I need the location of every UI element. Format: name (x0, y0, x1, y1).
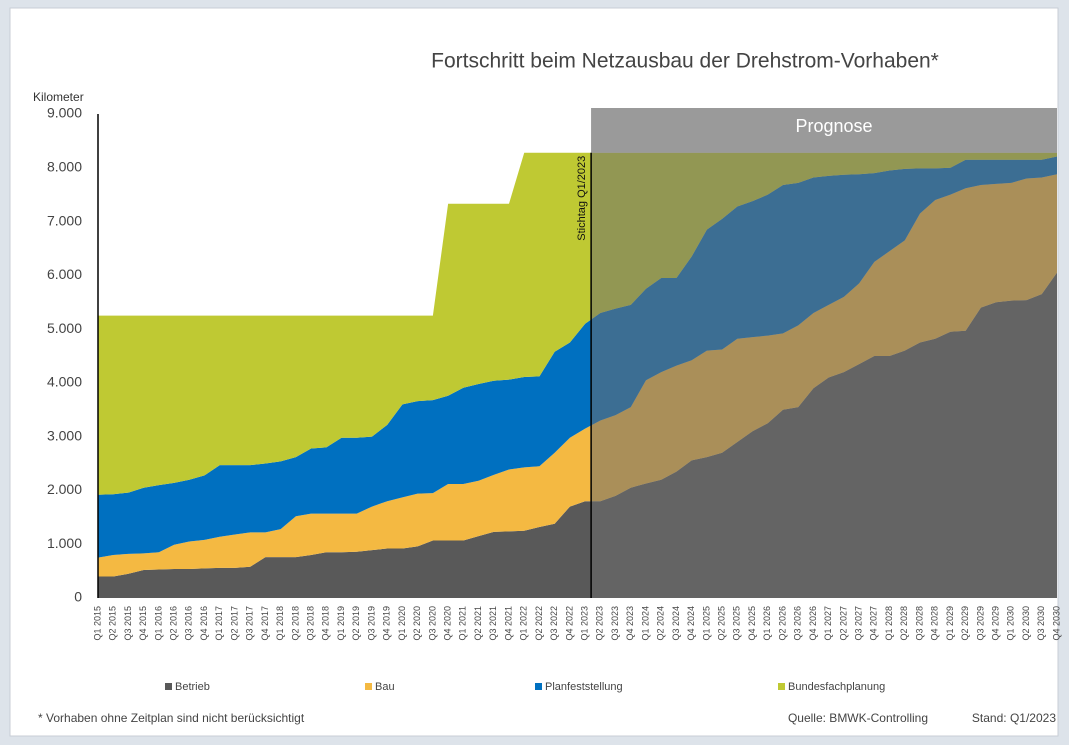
x-tick-label: Q1 2019 (336, 606, 346, 641)
x-tick-label: Q3 2024 (671, 606, 681, 641)
legend-swatch (535, 683, 542, 690)
legend-swatch (778, 683, 785, 690)
area-3 (98, 152, 1057, 495)
x-tick-label: Q1 2022 (519, 606, 529, 641)
y-tick-label: 8.000 (47, 158, 82, 174)
x-tick-label: Q4 2019 (382, 606, 392, 641)
x-tick-label: Q3 2015 (123, 606, 133, 641)
x-tick-label: Q4 2023 (625, 606, 635, 641)
x-tick-label: Q3 2019 (366, 606, 376, 641)
x-tick-label: Q4 2017 (260, 606, 270, 641)
x-tick-label: Q4 2027 (869, 606, 879, 641)
x-tick-label: Q2 2018 (290, 606, 300, 641)
x-tick-label: Q1 2023 (579, 606, 589, 641)
x-tick-label: Q2 2023 (595, 606, 605, 641)
x-tick-label: Q2 2021 (473, 606, 483, 641)
forecast-band (591, 108, 1057, 153)
x-tick-label: Q4 2024 (686, 606, 696, 641)
x-tick-label: Q4 2016 (199, 606, 209, 641)
x-tick-label: Q4 2018 (321, 606, 331, 641)
x-tick-label: Q2 2022 (534, 606, 544, 641)
x-tick-label: Q2 2026 (777, 606, 787, 641)
x-tick-label: Q3 2020 (427, 606, 437, 641)
x-tick-label: Q4 2029 (990, 606, 1000, 641)
status: Stand: Q1/2023 (972, 711, 1056, 725)
x-tick-label: Q3 2017 (245, 606, 255, 641)
x-tick-label: Q1 2025 (701, 606, 711, 641)
x-tick-label: Q1 2020 (397, 606, 407, 641)
legend-label: Bundesfachplanung (788, 681, 885, 693)
x-tick-label: Q4 2026 (808, 606, 818, 641)
x-tick-label: Q3 2027 (853, 606, 863, 641)
x-tick-label: Q3 2018 (305, 606, 315, 641)
x-tick-label: Q3 2030 (1036, 606, 1046, 641)
x-tick-label: Q2 2020 (412, 606, 422, 641)
x-tick-label: Q2 2024 (656, 606, 666, 641)
y-tick-label: 0 (74, 589, 82, 605)
legend-swatch (165, 683, 172, 690)
legend-label: Planfeststellung (545, 681, 623, 693)
legend-label: Betrieb (175, 681, 210, 693)
x-tick-label: Q4 2025 (747, 606, 757, 641)
y-axis-label: Kilometer (33, 90, 84, 104)
x-tick-label: Q3 2025 (732, 606, 742, 641)
x-tick-label: Q2 2025 (716, 606, 726, 641)
x-tick-label: Q2 2030 (1021, 606, 1031, 641)
x-tick-label: Q2 2028 (899, 606, 909, 641)
cutoff-label: Stichtag Q1/2023 (576, 156, 588, 241)
x-tick-label: Q1 2030 (1006, 606, 1016, 641)
x-tick-label: Q3 2022 (549, 606, 559, 641)
footnote: * Vorhaben ohne Zeitplan sind nicht berü… (38, 711, 305, 725)
x-tick-label: Q1 2018 (275, 606, 285, 641)
x-tick-label: Q1 2021 (458, 606, 468, 641)
y-tick-label: 1.000 (47, 535, 82, 551)
chart-title: Fortschritt beim Netzausbau der Drehstro… (431, 50, 939, 73)
x-tick-label: Q3 2021 (488, 606, 498, 641)
x-tick-label: Q1 2029 (945, 606, 955, 641)
x-tick-label: Q2 2017 (229, 606, 239, 641)
x-tick-label: Q1 2017 (214, 606, 224, 641)
x-tick-label: Q4 2022 (564, 606, 574, 641)
x-tick-label: Q4 2028 (930, 606, 940, 641)
x-tick-label: Q2 2019 (351, 606, 361, 641)
y-tick-label: 2.000 (47, 481, 82, 497)
x-tick-label: Q3 2023 (610, 606, 620, 641)
y-tick-label: 3.000 (47, 427, 82, 443)
x-tick-label: Q1 2028 (884, 606, 894, 641)
x-tick-label: Q2 2029 (960, 606, 970, 641)
y-tick-label: 5.000 (47, 320, 82, 336)
x-tick-label: Q1 2027 (823, 606, 833, 641)
x-tick-label: Q2 2016 (168, 606, 178, 641)
x-tick-label: Q1 2015 (92, 606, 102, 641)
forecast-overlay (591, 108, 1057, 598)
x-tick-label: Q1 2016 (153, 606, 163, 641)
x-tick-label: Q1 2024 (640, 606, 650, 641)
source: Quelle: BMWK-Controlling (788, 711, 928, 725)
x-tick-label: Q1 2026 (762, 606, 772, 641)
x-tick-label: Q2 2015 (108, 606, 118, 641)
x-tick-label: Q4 2021 (503, 606, 513, 641)
x-tick-label: Q2 2027 (838, 606, 848, 641)
forecast-label: Prognose (796, 116, 873, 136)
x-tick-label: Q3 2028 (914, 606, 924, 641)
x-tick-label: Q4 2015 (138, 606, 148, 641)
x-tick-label: Q3 2016 (184, 606, 194, 641)
y-tick-label: 4.000 (47, 374, 82, 390)
y-tick-label: 7.000 (47, 212, 82, 228)
legend-swatch (365, 683, 372, 690)
y-tick-label: 9.000 (47, 105, 82, 121)
x-tick-label: Q3 2029 (975, 606, 985, 641)
x-tick-label: Q4 2030 (1051, 606, 1061, 641)
y-tick-label: 6.000 (47, 266, 82, 282)
x-tick-label: Q4 2020 (442, 606, 452, 641)
legend-label: Bau (375, 681, 395, 693)
x-tick-label: Q3 2026 (793, 606, 803, 641)
